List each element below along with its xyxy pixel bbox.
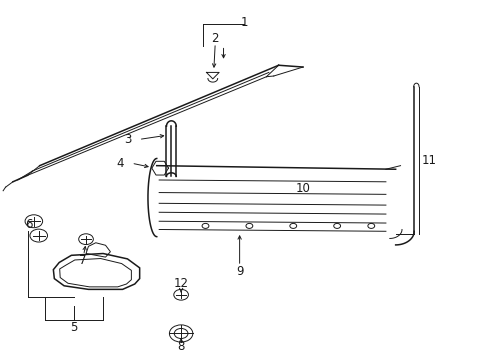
Text: 8: 8 [177,340,184,353]
Text: 10: 10 [295,183,310,195]
Text: 11: 11 [421,154,435,167]
Text: 3: 3 [123,133,131,146]
Text: 9: 9 [235,265,243,278]
Text: 12: 12 [173,278,188,291]
Text: 5: 5 [70,320,78,333]
Text: 2: 2 [211,32,219,45]
Text: 4: 4 [116,157,123,170]
Text: 1: 1 [240,16,248,29]
Text: 6: 6 [25,218,32,231]
Text: 7: 7 [79,254,86,267]
